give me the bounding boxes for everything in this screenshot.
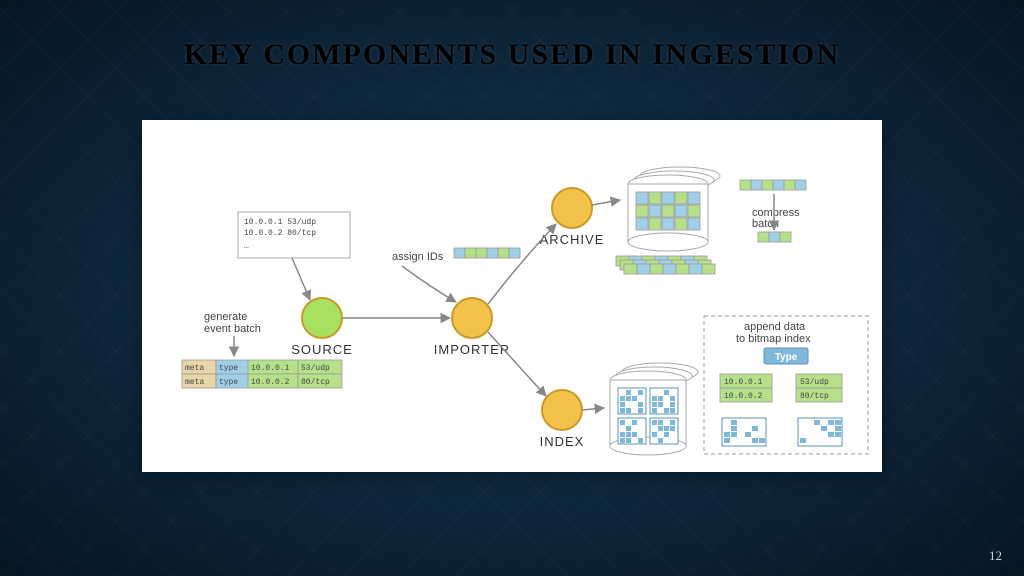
- svg-text:append data: append data: [744, 321, 806, 333]
- importer-node: IMPORTER: [434, 298, 510, 357]
- generate-event-batch-label: generate event batch: [204, 311, 261, 356]
- append-data-box: append data to bitmap index Type 10.0.0.…: [704, 316, 868, 454]
- edge-importer-index: [488, 332, 546, 396]
- archive-store: [616, 167, 720, 274]
- svg-text:meta: meta: [185, 364, 204, 373]
- svg-text:53/udp: 53/udp: [301, 364, 330, 373]
- svg-text:SOURCE: SOURCE: [291, 342, 353, 357]
- svg-text:10.0.0.2: 10.0.0.2: [251, 378, 290, 387]
- svg-text:INDEX: INDEX: [540, 434, 585, 449]
- svg-text:80/tcp: 80/tcp: [800, 392, 829, 401]
- svg-text:ARCHIVE: ARCHIVE: [540, 232, 605, 247]
- svg-text:batch: batch: [752, 218, 779, 230]
- svg-text:Type: Type: [775, 352, 798, 363]
- meta-table: meta type 10.0.0.1 53/udp meta type 10.0.0.2 80…: [182, 360, 342, 388]
- page-number: 12: [989, 548, 1002, 564]
- svg-text:generate: generate: [204, 311, 247, 323]
- svg-text:…: …: [244, 242, 249, 251]
- raw-log-box: 10.0.0.1 53/udp 10.0.0.2 80/tcp …: [238, 212, 350, 300]
- svg-text:10.0.0.2 80/tcp: 10.0.0.2 80/tcp: [244, 229, 316, 238]
- archive-node: ARCHIVE: [540, 188, 605, 247]
- ingestion-diagram: 10.0.0.1 53/udp 10.0.0.2 80/tcp … genera…: [142, 120, 882, 472]
- index-store: [610, 363, 698, 455]
- svg-text:meta: meta: [185, 378, 204, 387]
- index-node: INDEX: [540, 390, 585, 449]
- svg-text:type: type: [219, 364, 238, 373]
- svg-text:type: type: [219, 378, 238, 387]
- svg-text:53/udp: 53/udp: [800, 378, 829, 387]
- svg-text:10.0.0.2: 10.0.0.2: [724, 392, 763, 401]
- source-node: SOURCE: [291, 298, 353, 357]
- svg-text:event batch: event batch: [204, 323, 261, 335]
- svg-text:assign IDs: assign IDs: [392, 251, 444, 263]
- svg-text:10.0.0.1: 10.0.0.1: [724, 378, 763, 387]
- edge-importer-archive: [488, 224, 556, 304]
- slide-title: KEY COMPONENTS USED IN INGESTION: [0, 38, 1024, 72]
- svg-text:10.0.0.1: 10.0.0.1: [251, 364, 290, 373]
- assign-ids: assign IDs: [392, 248, 520, 302]
- svg-text:10.0.0.1 53/udp: 10.0.0.1 53/udp: [244, 218, 316, 227]
- edge-index-index_store: [582, 408, 604, 410]
- edge-archive-archive_store: [592, 200, 620, 205]
- svg-text:to bitmap index: to bitmap index: [736, 333, 811, 345]
- diagram-panel: 10.0.0.1 53/udp 10.0.0.2 80/tcp … genera…: [142, 120, 882, 472]
- compress-batch: compress batch: [740, 180, 806, 242]
- svg-text:80/tcp: 80/tcp: [301, 378, 330, 387]
